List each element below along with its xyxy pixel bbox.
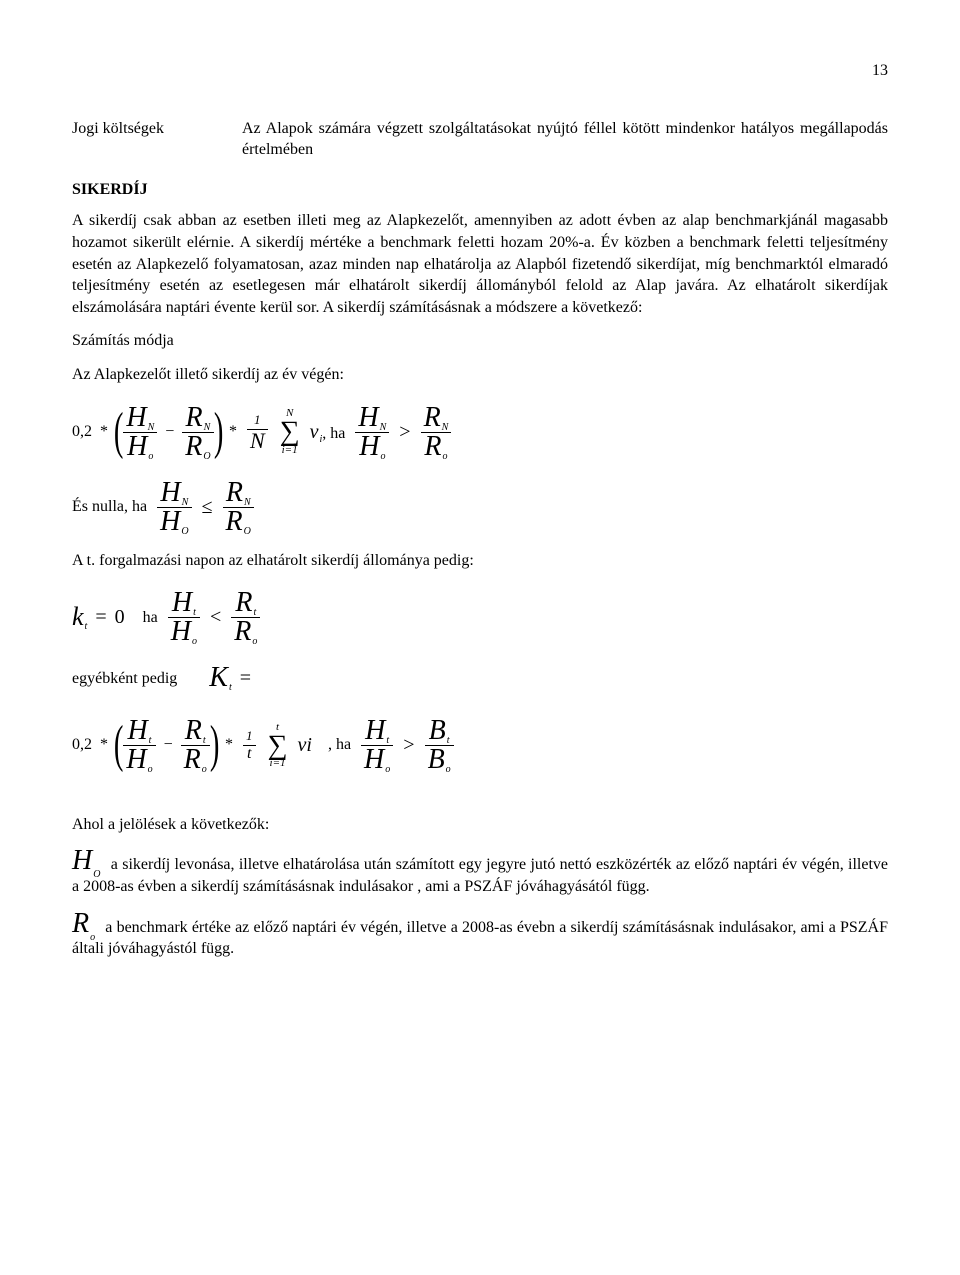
op-gt: > [399,419,410,446]
paragraph-main: A sikerdíj csak abban az esetben illeti … [72,210,888,318]
paren-group: ( Ht Ho − Rt Ro ) [116,717,217,774]
page-number: 13 [72,60,888,82]
rparen-icon: ) [214,410,224,454]
fee-label: Jogi költségek [72,118,242,140]
frac: RN RO [182,404,213,461]
frac: Bt Bo [425,717,454,774]
paragraph-year-end: Az Alapkezelőt illető sikerdíj az év vég… [72,364,888,386]
coef: 0,2 [72,421,92,443]
frac: RN Ro [421,404,452,461]
op-le: ≤ [202,494,213,521]
op-lt: < [210,604,221,631]
formula-kt-zero: kt = 0 ha Ht Ho < Rt Ro [72,589,888,646]
label-where: Ahol a jelölések a következők: [72,814,888,836]
op-minus: − [165,421,174,443]
formula-zero-cond: És nulla, ha HN HO ≤ RN RO [72,479,888,536]
paren-group: ( HN Ho − RN RO ) [116,404,221,461]
frac-one-t: 1 t [243,728,256,763]
frac: Ht Ho [361,717,393,774]
paragraph-calc-title: Számítás módja [72,330,888,352]
fee-description: Az Alapok számára végzett szolgáltatások… [242,118,888,161]
frac: HN HO [157,479,191,536]
lparen-icon: ( [114,410,124,454]
formula-year-end: 0,2 * ( HN Ho − RN RO ) * 1 N N ∑ i=1 vi… [72,404,888,461]
frac: HN Ho [355,404,389,461]
paragraph-day-t: A t. forgalmazási napon az elhatárolt si… [72,550,888,572]
frac: HN Ho [123,404,157,461]
label-otherwise: egyébként pedig [72,668,177,690]
sigma-icon: t ∑ i=1 [268,722,288,769]
def-HO: HO a sikerdíj levonása, illetve elhatáro… [72,847,888,897]
sigma-icon: N ∑ i=1 [280,408,300,455]
frac: Ht Ho [168,589,200,646]
fee-row-legal: Jogi költségek Az Alapok számára végzett… [72,118,888,161]
section-heading: SIKERDÍJ [72,179,888,201]
formula-otherwise: egyébként pedig Kt = [72,664,888,693]
formula-kt-expr: 0,2 * ( Ht Ho − Rt Ro ) * 1 t t ∑ i=1 vi… [72,717,888,774]
op-star: * [100,421,108,443]
label-and-zero: És nulla, ha [72,496,147,518]
frac: RN RO [223,479,254,536]
def-Ro: Ro a benchmark értéke az előző naptári é… [72,910,888,960]
frac-one-N: 1 N [247,412,268,453]
op-star: * [229,421,237,443]
frac: Rt Ro [231,589,260,646]
